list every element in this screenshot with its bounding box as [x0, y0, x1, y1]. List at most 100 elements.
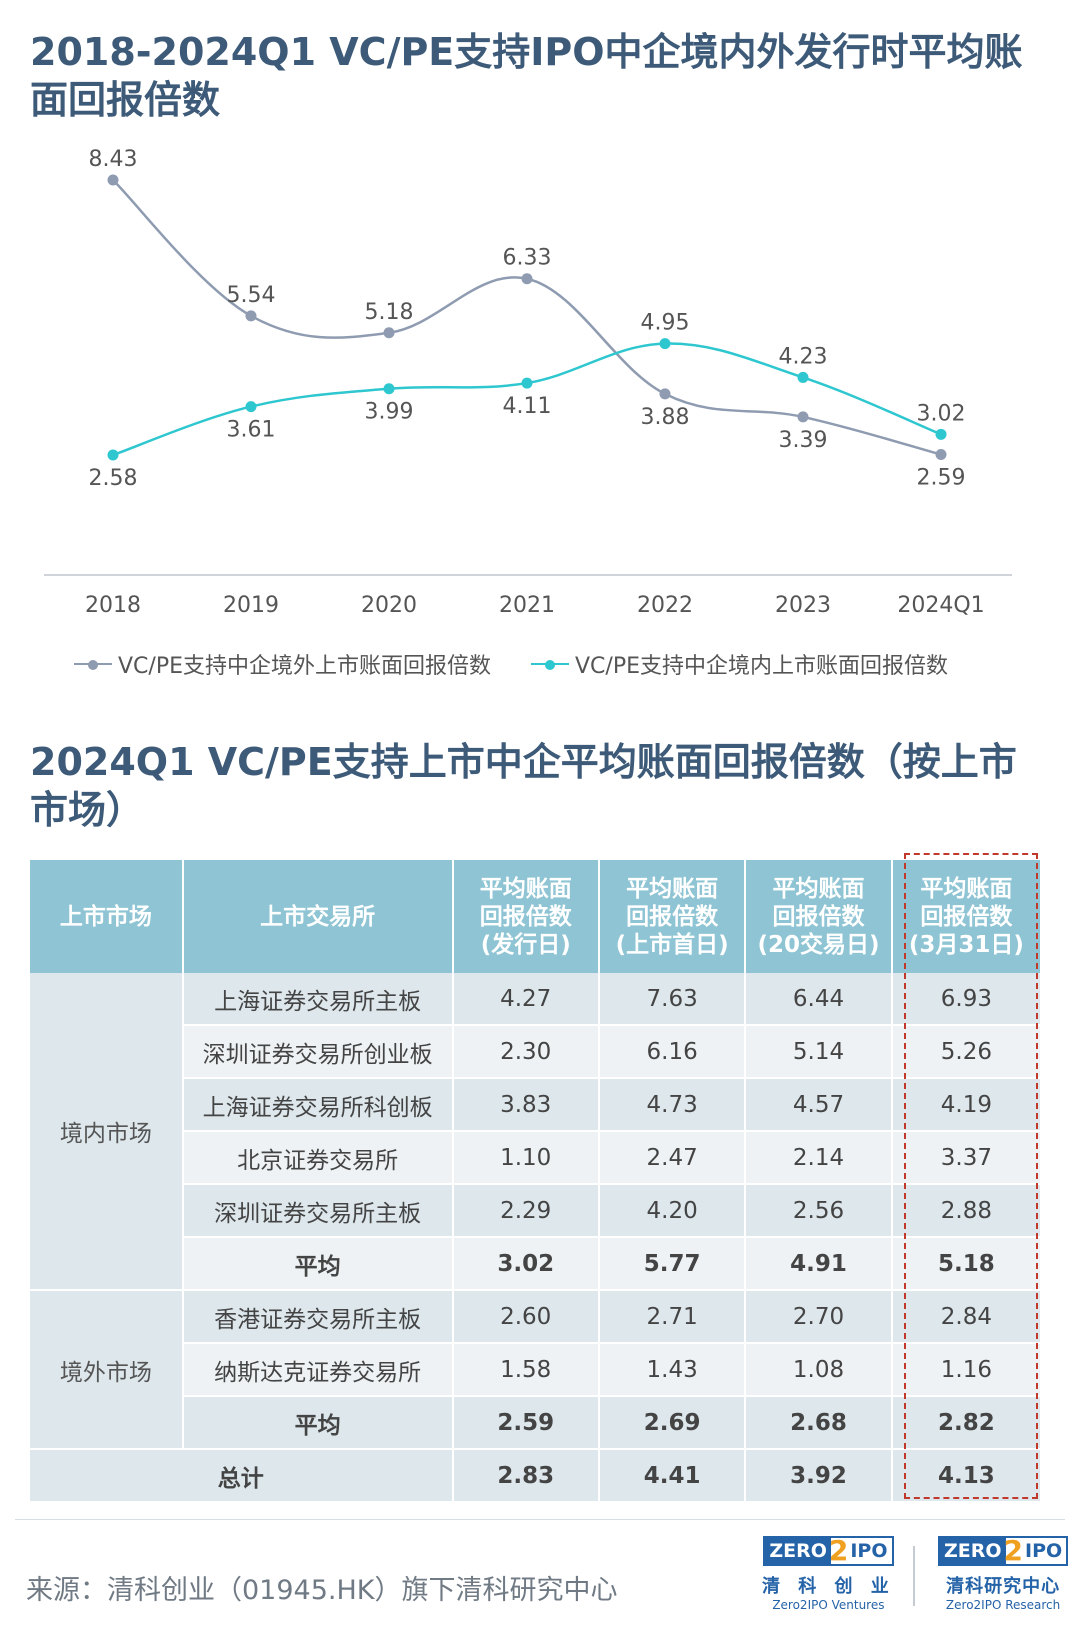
return-multiple-table: 上市市场 上市交易所 平均账面 回报倍数 (发行日) 平均账面 回报倍数 (上市首日) 平均账面…: [30, 860, 1043, 1503]
logo-en-name: Zero2IPO Ventures: [772, 1598, 885, 1612]
column-header: 上市市场: [30, 860, 184, 973]
legend-item-domestic: VC/PE支持中企境内上市账面回报倍数: [531, 648, 948, 680]
column-header: 平均账面 回报倍数 (上市首日): [598, 860, 747, 973]
value-cell: 3.37: [891, 1131, 1043, 1185]
logo-two-text: 2: [1003, 1534, 1024, 1567]
value-cell: 4.91: [745, 1237, 893, 1291]
value-cell: 1.08: [745, 1343, 893, 1397]
column-header-line: 平均账面: [772, 875, 865, 902]
value-cell: 1.43: [598, 1343, 747, 1397]
data-label: 4.95: [641, 311, 690, 336]
column-header-line: 回报倍数: [626, 903, 719, 930]
value-cell: 5.77: [598, 1237, 747, 1291]
value-cell: 4.20: [598, 1184, 747, 1238]
data-label: 4.11: [503, 394, 552, 419]
exchange-cell: 深圳证券交易所主板: [182, 1184, 454, 1238]
value-cell: 4.57: [745, 1078, 893, 1132]
value-cell: 5.26: [891, 1025, 1043, 1079]
value-cell: 1.10: [452, 1131, 600, 1185]
exchange-cell: 平均: [182, 1237, 454, 1291]
total-value-cell: 3.92: [745, 1449, 893, 1503]
column-header-line: 回报倍数: [920, 903, 1013, 930]
value-cell: 3.02: [452, 1237, 600, 1291]
data-label: 3.99: [365, 400, 414, 425]
legend-label-overseas: VC/PE支持中企境外上市账面回报倍数: [118, 654, 491, 679]
exchange-cell: 上海证券交易所主板: [182, 973, 454, 1026]
data-label: 4.23: [779, 344, 828, 369]
logo-zero-text: ZERO: [765, 1538, 831, 1564]
data-label: 8.43: [89, 147, 138, 172]
logo-en-name: Zero2IPO Research: [945, 1598, 1061, 1612]
column-header-line: 回报倍数: [772, 903, 865, 930]
total-value-cell: 2.83: [452, 1449, 600, 1503]
total-value-cell: 4.41: [598, 1449, 747, 1503]
data-label: 5.18: [365, 300, 414, 325]
market-cell: 境内市场: [30, 973, 184, 1291]
exchange-cell: 北京证券交易所: [182, 1131, 454, 1185]
data-point: [383, 383, 395, 395]
logo-divider: [913, 1546, 915, 1606]
data-label: 3.88: [641, 405, 690, 430]
table-row: 境内市场 上海证券交易所主板 4.27 7.63 6.44 6.93: [30, 973, 1043, 1291]
data-label: 5.54: [227, 283, 276, 308]
logo-zero-text: ZERO: [940, 1538, 1006, 1564]
logo-two-text: 2: [828, 1534, 849, 1567]
data-point: [383, 327, 395, 339]
average-row: 平均 3.02 5.77 4.91 5.18: [30, 1237, 1043, 1291]
zero2ipo-research-logo: ZERO 2 IPO 清科研究中心 Zero2IPO Research: [938, 1534, 1069, 1612]
column-header: 上市交易所: [182, 860, 454, 973]
logo-mark: ZERO 2 IPO: [938, 1534, 1069, 1567]
table-row: 深圳证券交易所主板 2.29 4.20 2.56 2.88: [30, 1184, 1043, 1238]
value-cell: 2.70: [745, 1290, 893, 1344]
value-cell: 2.30: [452, 1025, 600, 1079]
value-cell: 2.69: [598, 1396, 747, 1450]
total-label: 总计: [30, 1449, 454, 1503]
legend-item-overseas: VC/PE支持中企境外上市账面回报倍数: [74, 648, 491, 680]
footer-divider: [15, 1519, 1065, 1520]
value-cell: 3.83: [452, 1078, 600, 1132]
data-label: 2.58: [89, 466, 138, 491]
data-point: [797, 411, 809, 423]
value-cell: 5.14: [745, 1025, 893, 1079]
column-header-line: (发行日): [480, 931, 571, 958]
x-tick-label: 2018: [85, 593, 141, 618]
value-cell: 7.63: [598, 973, 747, 1026]
column-header: 平均账面 回报倍数 (3月31日): [891, 860, 1043, 973]
value-cell: 6.93: [891, 973, 1043, 1026]
exchange-cell: 深圳证券交易所创业板: [182, 1025, 454, 1079]
x-tick-label: 2019: [223, 593, 279, 618]
value-cell: 2.82: [891, 1396, 1043, 1450]
zero2ipo-ventures-logo: ZERO 2 IPO 清 科 创 业 Zero2IPO Ventures: [762, 1536, 895, 1612]
data-label: 3.02: [917, 401, 966, 426]
value-cell: 2.59: [452, 1396, 600, 1450]
data-label: 6.33: [503, 246, 552, 271]
table-row: 北京证券交易所 1.10 2.47 2.14 3.37: [30, 1131, 1043, 1185]
exchange-cell: 纳斯达克证券交易所: [182, 1343, 454, 1397]
column-header-line: (20交易日): [757, 931, 880, 958]
column-header: 平均账面 回报倍数 (20交易日): [745, 860, 893, 973]
chart-legend: VC/PE支持中企境外上市账面回报倍数 VC/PE支持中企境内上市账面回报倍数: [74, 648, 948, 680]
data-point: [797, 371, 809, 383]
x-tick-label: 2022: [637, 593, 693, 618]
exchange-cell: 平均: [182, 1396, 454, 1450]
legend-marker-domestic: [531, 660, 569, 670]
value-cell: 1.16: [891, 1343, 1043, 1397]
table-row: 纳斯达克证券交易所 1.58 1.43 1.08 1.16: [30, 1343, 1043, 1397]
x-tick-label: 2023: [775, 593, 831, 618]
column-header-line: 上市交易所: [260, 903, 376, 930]
value-cell: 4.27: [452, 973, 600, 1026]
line-chart: 2018 2019 2020 2021 2022 2023 2024Q1 8.43 5.54 5.…: [44, 147, 1012, 618]
total-row: 总计 2.83 4.41 3.92 4.13: [30, 1449, 1043, 1503]
column-header-line: 回报倍数: [479, 903, 572, 930]
value-cell: 6.16: [598, 1025, 747, 1079]
x-tick-label: 2021: [499, 593, 555, 618]
value-cell: 2.29: [452, 1184, 600, 1238]
data-point: [107, 449, 119, 461]
data-point: [245, 310, 257, 322]
source-note: 来源：清科创业（01945.HK）旗下清科研究中心: [26, 1575, 618, 1606]
market-cell: 境外市场: [30, 1290, 184, 1450]
value-cell: 1.58: [452, 1343, 600, 1397]
chart-title: 2018-2024Q1 VC/PE支持IPO中企境内外发行时平均账面回报倍数: [30, 30, 1023, 122]
value-cell: 5.18: [891, 1237, 1043, 1291]
logo-ipo-text: IPO: [850, 1540, 888, 1562]
